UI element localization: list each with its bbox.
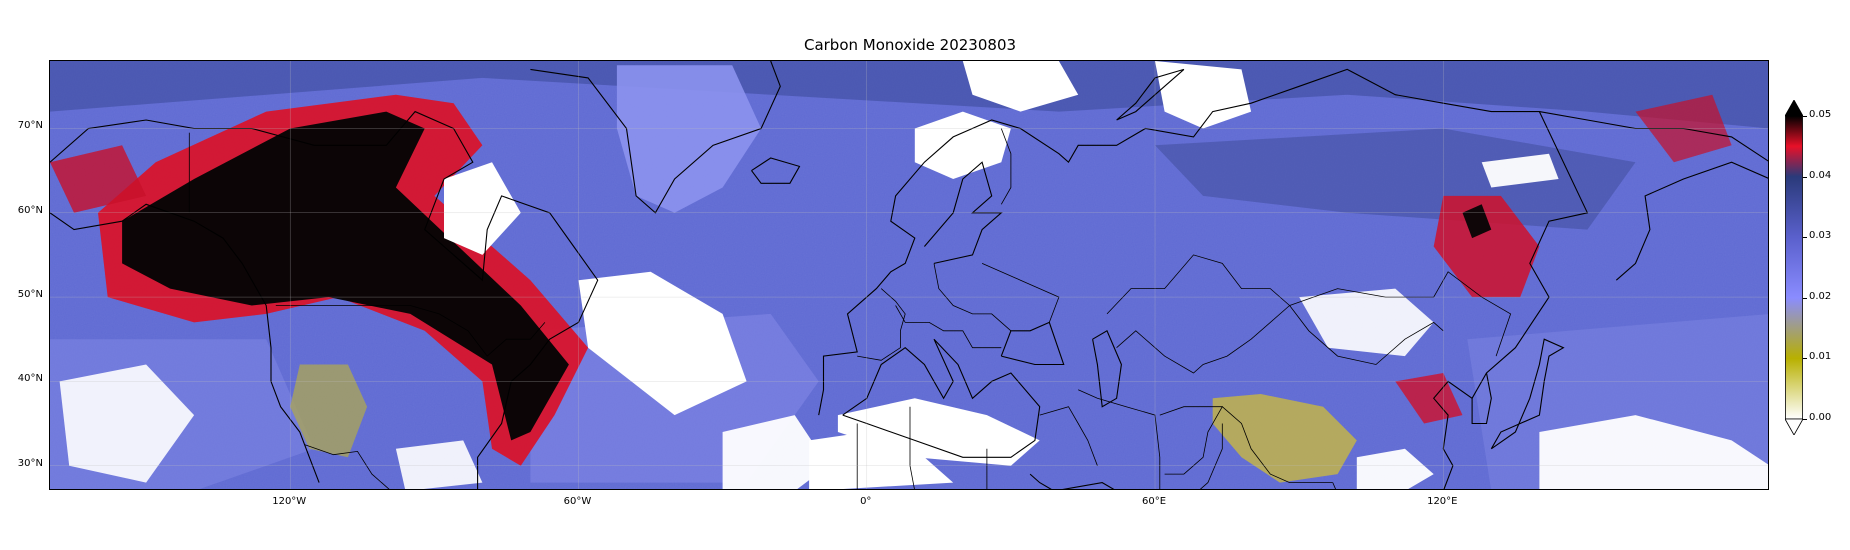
border-russia-china bbox=[1289, 271, 1512, 357]
nodata-mediterranean bbox=[837, 398, 1040, 466]
field-high-arctic bbox=[50, 61, 1768, 129]
coast-mediterranean bbox=[842, 338, 1041, 458]
lon-tick-label: 120°E bbox=[1427, 496, 1458, 507]
colorbar-tick-mark bbox=[1803, 297, 1807, 299]
coast-north-america bbox=[50, 110, 599, 489]
coast-scandinavia-baltic bbox=[923, 161, 1003, 264]
nodata-pacific-cloud bbox=[59, 364, 195, 483]
border-finland bbox=[1000, 128, 1012, 205]
field-greenland-light bbox=[616, 65, 762, 213]
coast-caspian bbox=[1092, 330, 1122, 408]
colorbar-tick-label: 0.02 bbox=[1809, 290, 1832, 302]
border-iran bbox=[1078, 389, 1161, 489]
coast-east-asia bbox=[1432, 111, 1589, 489]
gridlines bbox=[50, 61, 1768, 489]
coast-arabia bbox=[1029, 473, 1115, 489]
lat-tick-label: 40°N bbox=[17, 373, 43, 385]
colorbar-tick-label: 0.00 bbox=[1809, 412, 1832, 423]
colorbar-tick-label: 0.01 bbox=[1809, 351, 1832, 363]
colorbar-tick-label: 0.04 bbox=[1809, 169, 1832, 181]
nodata-central-asia bbox=[1299, 288, 1434, 357]
colorbar-extend-max bbox=[1785, 100, 1803, 117]
lat-tick-label: 50°N bbox=[17, 289, 43, 301]
co-concentration-map bbox=[50, 61, 1768, 489]
lat-tick-label: 60°N bbox=[17, 204, 43, 216]
coast-greenland bbox=[530, 61, 781, 214]
nodata-siberia-streak bbox=[1481, 153, 1559, 188]
nodata-mid-atlantic bbox=[722, 415, 829, 489]
colorbar-tick-label: 0.05 bbox=[1809, 109, 1832, 120]
field-swus-yellow bbox=[290, 364, 368, 458]
coast-north-america-west bbox=[50, 203, 320, 483]
coast-europe bbox=[818, 68, 1768, 416]
lat-tick-label: 30°N bbox=[17, 457, 43, 469]
colorbar bbox=[1785, 100, 1803, 435]
border-europe-3 bbox=[895, 305, 1002, 349]
nodata-se-asia bbox=[1356, 448, 1434, 489]
colorbar-tick-mark bbox=[1803, 176, 1807, 178]
lat-tick-label: 70°N bbox=[17, 120, 43, 132]
border-middle-east bbox=[1039, 406, 1098, 466]
colorbar-extend-min bbox=[1785, 418, 1803, 435]
nodata-hudson bbox=[444, 162, 521, 255]
nodata-east-asia bbox=[1539, 415, 1768, 489]
lon-tick-label: 120°W bbox=[272, 496, 307, 507]
nodata-gulf bbox=[395, 440, 483, 489]
border-russia-kz bbox=[1106, 254, 1290, 315]
border-europe-4 bbox=[857, 288, 906, 361]
field-siberia-dark bbox=[1155, 128, 1636, 230]
colorbar-tick-mark bbox=[1803, 419, 1807, 420]
nodata-arctic-west bbox=[962, 61, 1079, 112]
lon-tick-label: 60°E bbox=[1141, 496, 1167, 507]
border-afghan bbox=[1159, 406, 1223, 475]
colorbar-tick-mark bbox=[1803, 116, 1807, 117]
field-canada-black bbox=[122, 111, 569, 441]
map-plot-area[interactable] bbox=[49, 60, 1769, 490]
border-europe-2 bbox=[933, 263, 1012, 332]
field-siberia-red bbox=[1433, 195, 1540, 298]
field-china-red bbox=[1395, 373, 1463, 424]
border-us-canada-49 bbox=[275, 305, 546, 357]
nodata-kara-sea bbox=[1155, 61, 1252, 129]
colorbar-tick-mark bbox=[1803, 358, 1807, 360]
coast-japan bbox=[1490, 338, 1565, 450]
nodata-atlantic-cloud bbox=[578, 271, 747, 416]
coast-novaya-zemlya bbox=[1116, 68, 1185, 121]
colorbar-tick-mark bbox=[1803, 237, 1807, 239]
border-china-india bbox=[1222, 406, 1333, 484]
colorbar-gradient bbox=[1785, 115, 1803, 420]
colorbar-tick-label: 0.03 bbox=[1809, 230, 1832, 242]
lon-tick-label: 0° bbox=[860, 496, 872, 507]
lon-tick-label: 60°W bbox=[563, 496, 592, 507]
nodata-north-africa bbox=[809, 432, 954, 489]
border-mongolia-china bbox=[1289, 305, 1444, 365]
coast-iceland bbox=[751, 157, 801, 184]
border-us-mexico bbox=[304, 444, 390, 489]
field-tibet-yellow bbox=[1212, 394, 1357, 483]
coast-korea bbox=[1471, 372, 1492, 425]
coast-kamchatka bbox=[1615, 161, 1768, 281]
field-alaska-red bbox=[50, 145, 147, 213]
border-europe-1 bbox=[981, 263, 1060, 323]
map-title: Carbon Monoxide 20230803 bbox=[803, 36, 1017, 54]
border-kazakh bbox=[1116, 305, 1290, 374]
